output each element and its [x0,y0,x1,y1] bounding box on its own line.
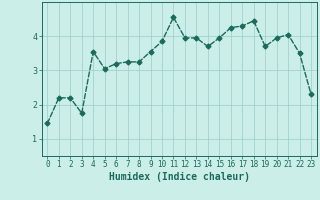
X-axis label: Humidex (Indice chaleur): Humidex (Indice chaleur) [109,172,250,182]
